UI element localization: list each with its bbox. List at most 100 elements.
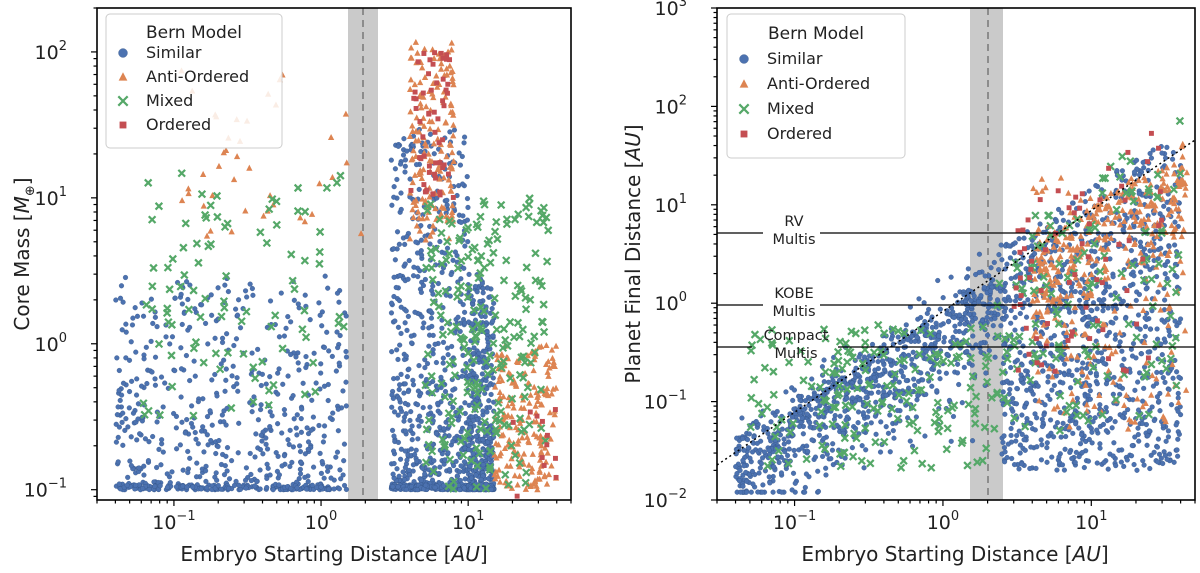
scatter-point <box>1058 274 1064 280</box>
scatter-point <box>863 395 869 401</box>
scatter-point <box>142 436 148 442</box>
scatter-point <box>1081 465 1087 471</box>
scatter-point <box>406 467 412 473</box>
y-tick-label: 101 <box>35 185 67 210</box>
scatter-point <box>212 191 222 201</box>
scatter-point <box>441 162 447 168</box>
scatter-point <box>457 469 463 475</box>
scatter-point <box>1162 297 1168 303</box>
scatter-point <box>258 402 264 408</box>
scatter-point <box>160 449 166 455</box>
scatter-point <box>755 489 761 495</box>
scatter-point <box>417 268 423 274</box>
scatter-point <box>453 292 462 301</box>
scatter-point <box>461 140 467 146</box>
scatter-point <box>977 345 983 351</box>
scatter-point <box>133 482 139 488</box>
scatter-point <box>389 427 396 433</box>
scatter-point <box>441 461 447 467</box>
scatter-point <box>254 478 260 485</box>
scatter-point <box>1020 343 1026 349</box>
scatter-point <box>820 453 826 460</box>
scatter-point <box>436 471 442 477</box>
scatter-point <box>779 426 785 432</box>
scatter-point <box>777 432 783 438</box>
scatter-point <box>300 256 310 265</box>
scatter-point <box>411 95 417 101</box>
scatter-point <box>426 411 432 417</box>
scatter-point <box>163 334 169 340</box>
scatter-point <box>1158 245 1164 251</box>
scatter-point <box>1048 335 1054 341</box>
scatter-point <box>740 435 746 442</box>
scatter-point <box>138 383 145 389</box>
scatter-point <box>1180 226 1187 233</box>
scatter-point <box>264 386 274 395</box>
scatter-point <box>204 242 213 251</box>
scatter-point <box>1014 432 1020 439</box>
scatter-point <box>275 421 281 427</box>
scatter-point <box>896 379 902 385</box>
scatter-point <box>972 315 978 321</box>
scatter-point <box>471 345 477 351</box>
scatter-point <box>205 442 211 448</box>
scatter-point <box>984 332 991 338</box>
scatter-point <box>223 453 229 459</box>
scatter-point <box>1136 191 1142 197</box>
scatter-point <box>1017 310 1023 317</box>
scatter-point <box>444 245 451 251</box>
scatter-point <box>510 419 516 425</box>
scatter-point <box>1094 306 1100 312</box>
scatter-point <box>1168 348 1175 355</box>
scatter-point <box>873 399 879 405</box>
scatter-point <box>154 339 164 349</box>
scatter-point <box>868 390 875 396</box>
scatter-point <box>230 176 238 183</box>
scatter-point <box>1012 240 1018 246</box>
scatter-point <box>308 210 316 217</box>
scatter-point <box>1040 368 1046 374</box>
scatter-point <box>1138 351 1145 357</box>
scatter-point <box>1018 376 1024 382</box>
scatter-point <box>412 309 418 315</box>
scatter-point <box>1044 445 1050 451</box>
scatter-point <box>116 367 122 374</box>
scatter-point <box>193 474 200 480</box>
scatter-point <box>1053 219 1059 225</box>
scatter-point <box>341 458 347 464</box>
scatter-point <box>321 433 327 439</box>
scatter-point <box>1175 399 1182 406</box>
y-tick-label: 102 <box>35 39 67 64</box>
scatter-point <box>1039 442 1045 448</box>
scatter-point <box>786 439 792 445</box>
scatter-point <box>1157 390 1163 397</box>
scatter-point <box>250 292 256 298</box>
scatter-point <box>1011 462 1018 468</box>
scatter-point <box>116 387 122 394</box>
scatter-point <box>480 437 486 443</box>
scatter-point <box>924 310 930 317</box>
scatter-point <box>152 314 158 320</box>
scatter-point <box>733 464 739 470</box>
scatter-point <box>468 475 474 481</box>
scatter-point <box>513 318 523 327</box>
scatter-point <box>243 477 249 483</box>
scatter-point <box>134 392 140 398</box>
scatter-point <box>423 350 433 359</box>
scatter-point <box>412 452 418 458</box>
scatter-point <box>402 169 408 175</box>
scatter-point <box>457 487 463 493</box>
scatter-point <box>124 482 130 488</box>
scatter-point <box>128 339 134 345</box>
scatter-point <box>982 273 988 279</box>
scatter-point <box>920 377 926 383</box>
scatter-point <box>318 470 324 476</box>
scatter-point <box>439 325 445 331</box>
scatter-point <box>1072 289 1078 295</box>
scatter-point <box>844 395 850 401</box>
scatter-point <box>233 153 241 160</box>
scatter-point <box>825 379 832 385</box>
scatter-point <box>127 458 133 464</box>
scatter-point <box>437 192 443 198</box>
scatter-point <box>1142 324 1149 330</box>
